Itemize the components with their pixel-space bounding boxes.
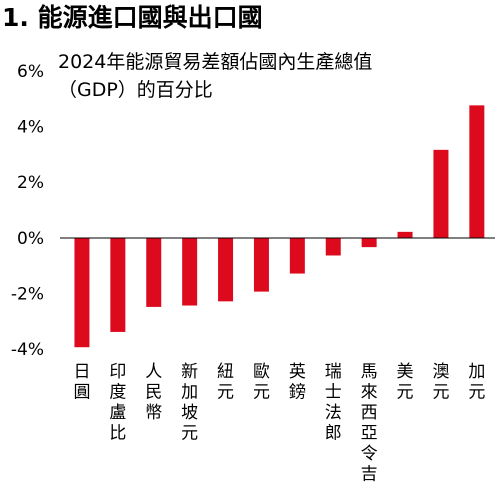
category-label: 馬來西亞令吉 (361, 362, 378, 485)
bar-7 (289, 238, 305, 274)
category-label: 新加坡元 (181, 362, 198, 444)
bar-4 (182, 238, 198, 306)
bar-8 (325, 238, 341, 256)
category-label: 紐元 (217, 362, 234, 403)
bar-3 (146, 238, 162, 307)
y-tick-label: -4% (11, 340, 44, 360)
category-label: 印度盧比 (109, 362, 126, 444)
category-label: 日圓 (73, 362, 90, 403)
category-label: 英鎊 (289, 362, 306, 403)
category-label: 加元 (468, 362, 485, 403)
chart-title-line-2: （GDP）的百分比 (58, 79, 213, 101)
bar-5 (218, 238, 234, 302)
bar-1 (74, 238, 90, 348)
chart-title-line-1: 2024年能源貿易差額佔國內生產總值 (58, 51, 373, 73)
bar-11 (433, 149, 449, 238)
y-tick-label: 0% (17, 229, 44, 249)
bar-2 (110, 238, 126, 332)
chart-title: 2024年能源貿易差額佔國內生產總值 （GDP）的百分比 (58, 48, 372, 104)
bar-6 (253, 238, 269, 292)
y-tick-label: -2% (11, 284, 44, 304)
y-tick-label: 4% (17, 118, 44, 138)
category-label: 澳元 (432, 362, 449, 403)
category-label: 人民幣 (145, 362, 162, 423)
bar-10 (397, 231, 413, 238)
page-title: 1. 能源進口國與出口國 (2, 3, 263, 32)
category-label: 歐元 (253, 362, 270, 403)
y-tick-label: 6% (17, 62, 44, 82)
bar-9 (361, 238, 377, 248)
bar-12 (469, 105, 485, 238)
category-label: 美元 (397, 362, 414, 403)
y-tick-label: 2% (17, 173, 44, 193)
category-label: 瑞士法郎 (325, 362, 342, 444)
